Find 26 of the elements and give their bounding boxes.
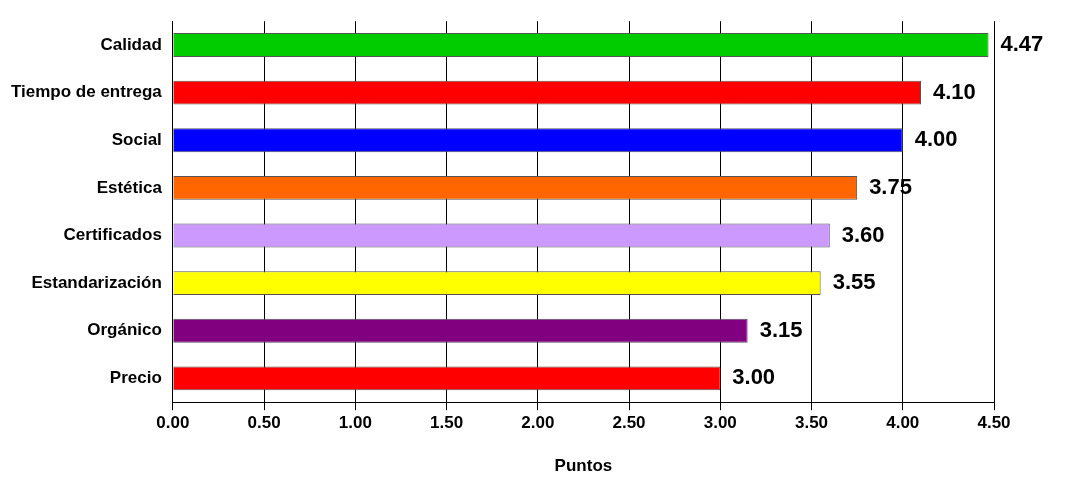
y-tick-label: Precio	[109, 368, 162, 388]
data-label: 3.55	[832, 269, 876, 295]
x-tick-label: 4.00	[886, 413, 920, 433]
x-tick-label: 2.00	[521, 413, 555, 433]
x-tick-label: 3.00	[703, 413, 737, 433]
data-label: 4.10	[933, 78, 976, 104]
x-tick-label: 3.50	[794, 413, 829, 433]
y-tick-label: Estética	[96, 177, 163, 197]
data-label: 3.60	[841, 221, 885, 247]
x-tick-label: 4.50	[977, 413, 1011, 433]
x-tick-label: 0.50	[247, 413, 281, 433]
x-tick-label: 0.00	[156, 413, 190, 433]
y-tick-label: Orgánico	[87, 320, 162, 340]
data-label: 3.00	[732, 364, 776, 390]
x-tick-label: 1.00	[338, 413, 372, 433]
y-tick-label: Social	[111, 129, 162, 149]
x-tick-label: 1.50	[430, 413, 464, 433]
x-tick-label: 2.50	[612, 413, 646, 433]
x-axis-title: Puntos	[554, 456, 613, 476]
y-tick-label: Certificados	[63, 225, 162, 245]
y-tick-label: Calidad	[100, 34, 162, 54]
y-tick-label: Tiempo de entrega	[10, 82, 163, 102]
y-tick-label: Estandarización	[31, 272, 162, 292]
data-label: 3.15	[759, 316, 803, 342]
data-label: 4.00	[914, 126, 958, 152]
data-label: 4.47	[1000, 31, 1044, 57]
